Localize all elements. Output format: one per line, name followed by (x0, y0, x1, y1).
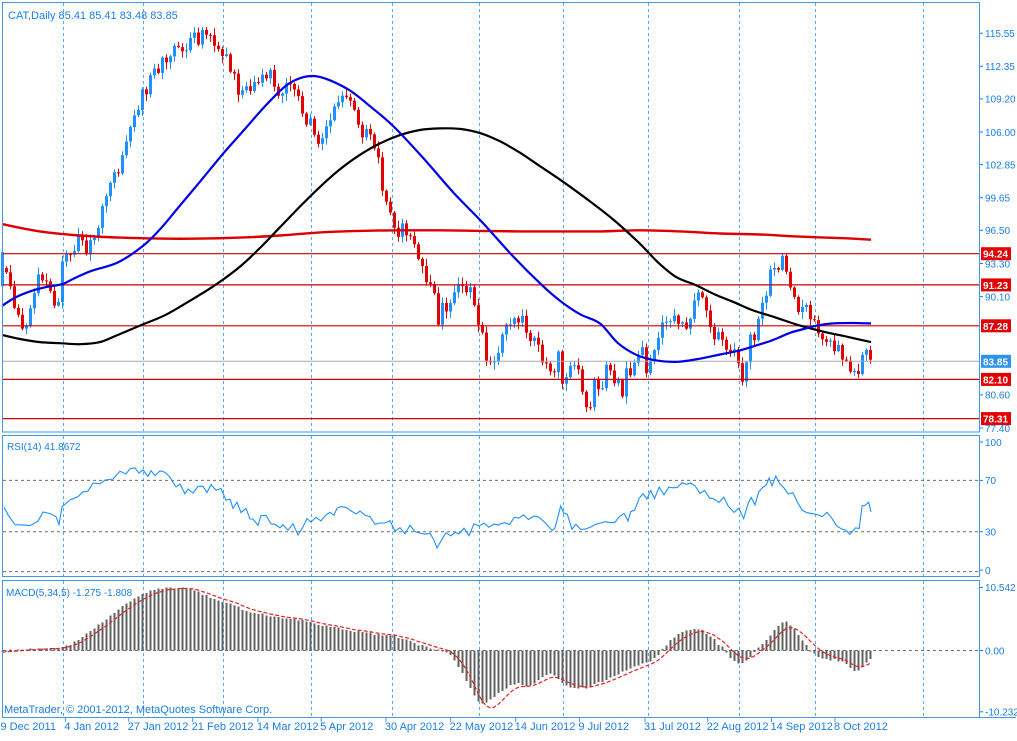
svg-text:0: 0 (985, 566, 991, 577)
svg-text:RSI(14) 41.8672: RSI(14) 41.8672 (7, 442, 81, 453)
svg-text:93.30: 93.30 (985, 259, 1010, 270)
svg-text:14 Mar 2012: 14 Mar 2012 (257, 721, 319, 733)
svg-text:99.65: 99.65 (985, 194, 1010, 205)
svg-text:0.00: 0.00 (985, 646, 1005, 657)
svg-text:MetaTrader, © 2001-2012, MetaQ: MetaTrader, © 2001-2012, MetaQuotes Soft… (4, 704, 272, 716)
svg-text:14 Jun 2012: 14 Jun 2012 (515, 721, 576, 733)
svg-text:112.35: 112.35 (985, 62, 1015, 73)
svg-text:10.542: 10.542 (985, 583, 1016, 594)
svg-text:106.00: 106.00 (985, 128, 1016, 139)
svg-text:78.31: 78.31 (983, 415, 1008, 426)
svg-text:70: 70 (985, 476, 997, 487)
svg-text:87.28: 87.28 (983, 322, 1008, 333)
svg-text:5 Apr 2012: 5 Apr 2012 (320, 721, 373, 733)
svg-text:115.55: 115.55 (985, 29, 1015, 40)
svg-text:100: 100 (985, 438, 1002, 449)
svg-text:94.24: 94.24 (983, 250, 1008, 261)
svg-text:31 Jul 2012: 31 Jul 2012 (644, 721, 701, 733)
svg-text:30: 30 (985, 528, 997, 539)
svg-text:96.50: 96.50 (985, 226, 1010, 237)
svg-text:4 Jan 2012: 4 Jan 2012 (64, 721, 118, 733)
svg-text:14 Sep 2012: 14 Sep 2012 (771, 721, 833, 733)
svg-text:102.85: 102.85 (985, 160, 1016, 171)
svg-text:MACD(5,34,5) -1.275 -1.808: MACD(5,34,5) -1.275 -1.808 (6, 588, 133, 599)
svg-text:9 Jul 2012: 9 Jul 2012 (578, 721, 629, 733)
svg-text:CAT,Daily 85.41 85.41 83.48 8: CAT,Daily 85.41 85.41 83.48 83.85 (8, 10, 178, 22)
svg-text:83.85: 83.85 (983, 357, 1008, 368)
svg-text:22 Aug 2012: 22 Aug 2012 (707, 721, 769, 733)
svg-text:109.20: 109.20 (985, 95, 1016, 106)
svg-text:82.10: 82.10 (983, 375, 1008, 386)
svg-text:9 Dec 2011: 9 Dec 2011 (1, 721, 56, 733)
svg-text:8 Oct 2012: 8 Oct 2012 (834, 721, 888, 733)
svg-text:22 May 2012: 22 May 2012 (450, 721, 514, 733)
svg-text:90.10: 90.10 (985, 292, 1010, 303)
svg-text:80.60: 80.60 (985, 391, 1010, 402)
svg-text:-10.232: -10.232 (985, 708, 1017, 719)
svg-text:91.23: 91.23 (983, 281, 1008, 292)
svg-text:21 Feb 2012: 21 Feb 2012 (192, 721, 254, 733)
svg-text:30 Apr 2012: 30 Apr 2012 (385, 721, 444, 733)
svg-text:27 Jan 2012: 27 Jan 2012 (128, 721, 189, 733)
svg-text:77.40: 77.40 (985, 424, 1010, 435)
